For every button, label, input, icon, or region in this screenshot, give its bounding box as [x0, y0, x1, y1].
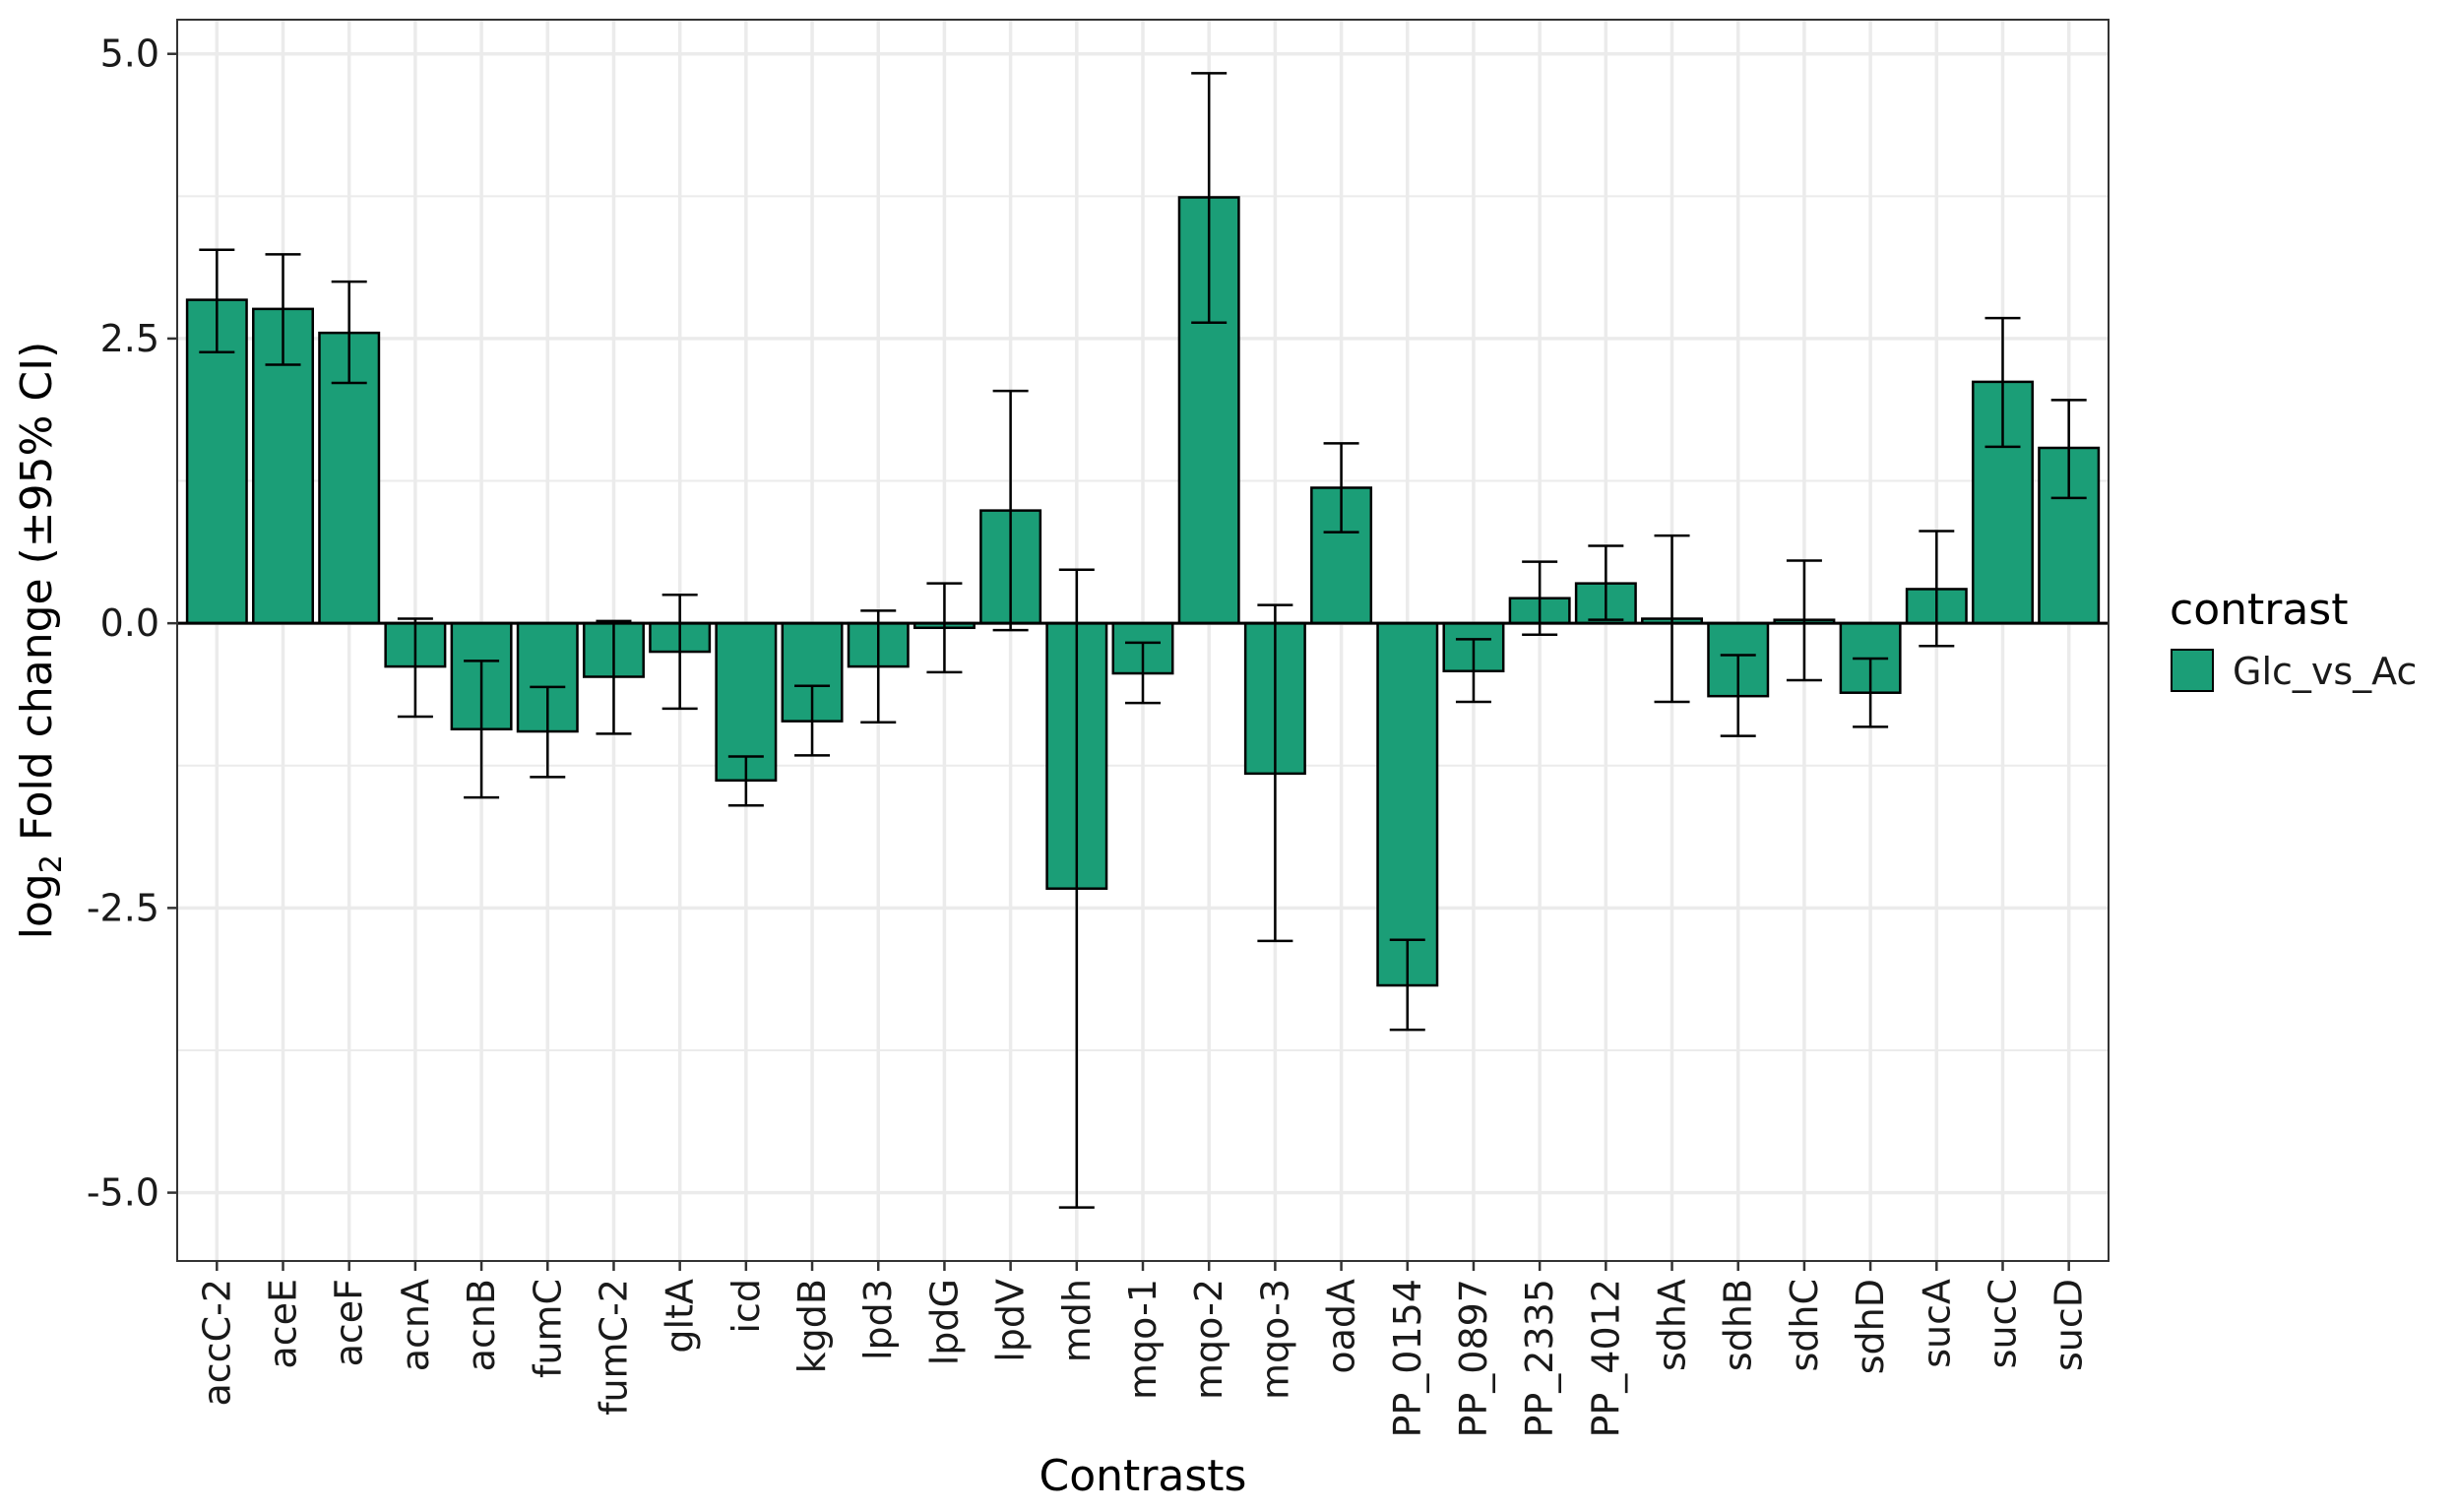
- x-tick-label: mqo-2: [1187, 1279, 1230, 1400]
- x-tick-label: lpd3: [856, 1279, 900, 1360]
- y-axis-title-suffix: Fold change (±95% CI): [12, 342, 62, 854]
- x-axis: accC-2 aceE aceF acnA acnB fumC fumC-2 gltA icd k…: [195, 1261, 2091, 1438]
- error-bar-acnA: [397, 617, 433, 719]
- error-bar-mqo-2: [1191, 72, 1228, 324]
- x-tick-label: PP_0154: [1386, 1279, 1429, 1438]
- error-bar-accC-2: [199, 248, 235, 354]
- x-tick-label: kgdB: [790, 1279, 834, 1373]
- x-tick-label: PP_0897: [1452, 1279, 1495, 1438]
- error-bar-sdhC: [1786, 559, 1822, 682]
- error-bar-fumC: [530, 685, 566, 779]
- x-tick-label: lpdV: [989, 1279, 1033, 1362]
- x-axis-title: Contrasts: [1040, 1451, 1247, 1501]
- error-bar-PP_0154: [1389, 938, 1425, 1032]
- error-bar-sdhB: [1720, 654, 1756, 737]
- x-tick-label: sdhA: [1651, 1279, 1694, 1371]
- x-tick-label: sdhC: [1783, 1279, 1826, 1372]
- error-bar-PP_2335: [1522, 560, 1558, 636]
- y-tick-label: -5.0: [87, 1171, 159, 1215]
- error-bar-lpd3: [860, 609, 897, 724]
- y-tick-label: 2.5: [100, 317, 159, 360]
- legend-key: [2171, 649, 2214, 692]
- x-tick-label: accC-2: [195, 1279, 238, 1407]
- error-bar-kgdB: [794, 684, 831, 757]
- error-bar-sdhD: [1853, 657, 1889, 728]
- error-bar-sucA: [1919, 530, 1955, 648]
- error-bar-sucD: [2050, 399, 2087, 500]
- error-bar-fumC-2: [596, 619, 632, 735]
- error-bar-oadA: [1323, 442, 1359, 534]
- error-bar-mqo-1: [1125, 641, 1161, 705]
- x-tick-label: sucC: [1981, 1279, 2024, 1368]
- y-tick-label: -2.5: [87, 886, 159, 929]
- y-axis-title-prefix: log: [12, 873, 62, 939]
- error-bar-PP_0897: [1455, 638, 1491, 704]
- x-tick-label: PP_4012: [1584, 1279, 1627, 1438]
- bar-PP_0154: [1376, 621, 1439, 987]
- x-tick-label: aceE: [262, 1279, 305, 1369]
- y-axis-title-subscript: 2: [34, 854, 69, 873]
- legend-label: Glc_vs_Ac: [2233, 650, 2417, 693]
- error-bar-aceF: [331, 280, 367, 385]
- x-tick-label: acnA: [394, 1279, 437, 1371]
- error-bar-sucC: [1984, 316, 2021, 449]
- x-tick-label: fumC: [526, 1279, 569, 1378]
- x-tick-label: mdh: [1055, 1279, 1099, 1362]
- grid-major: [177, 20, 2109, 1261]
- legend-title: contrast: [2170, 585, 2348, 635]
- x-tick-label: PP_2335: [1518, 1279, 1561, 1438]
- x-tick-label: mqo-1: [1121, 1279, 1165, 1400]
- x-tick-label: sucD: [2048, 1279, 2091, 1371]
- error-bars: [199, 72, 2087, 1209]
- x-tick-label: sucA: [1915, 1279, 1958, 1368]
- error-bar-icd: [727, 755, 764, 807]
- x-tick-label: fumC-2: [592, 1279, 635, 1416]
- error-bar-lpdG: [926, 582, 963, 674]
- y-tick-label: 0.0: [100, 601, 159, 645]
- x-tick-label: lpdG: [922, 1279, 966, 1365]
- error-bar-lpdV: [992, 389, 1029, 632]
- x-tick-label: sdhD: [1849, 1279, 1892, 1374]
- x-tick-label: sdhB: [1717, 1279, 1760, 1371]
- error-bar-mdh: [1058, 568, 1095, 1209]
- y-axis: 5.0 2.5 0.0 -2.5 -5.0: [87, 32, 177, 1215]
- error-bar-sdhA: [1654, 534, 1690, 704]
- x-tick-label: oadA: [1320, 1279, 1363, 1374]
- x-tick-label: mqo-3: [1253, 1279, 1296, 1400]
- error-bar-mqo-3: [1257, 603, 1293, 943]
- bar-icd: [715, 621, 778, 783]
- error-bar-PP_4012: [1588, 544, 1624, 621]
- error-bar-aceE: [265, 253, 301, 366]
- legend: contrast Glc_vs_Ac: [2170, 585, 2417, 693]
- error-bar-acnB: [464, 660, 500, 799]
- x-tick-label: aceF: [328, 1279, 371, 1366]
- error-bar-gltA: [662, 593, 698, 711]
- y-tick-label: 5.0: [100, 32, 159, 76]
- x-tick-label: gltA: [659, 1279, 702, 1354]
- x-tick-label: acnB: [460, 1279, 503, 1371]
- y-axis-title: log2 Fold change (±95% CI): [12, 342, 69, 940]
- x-tick-label: icd: [724, 1279, 768, 1334]
